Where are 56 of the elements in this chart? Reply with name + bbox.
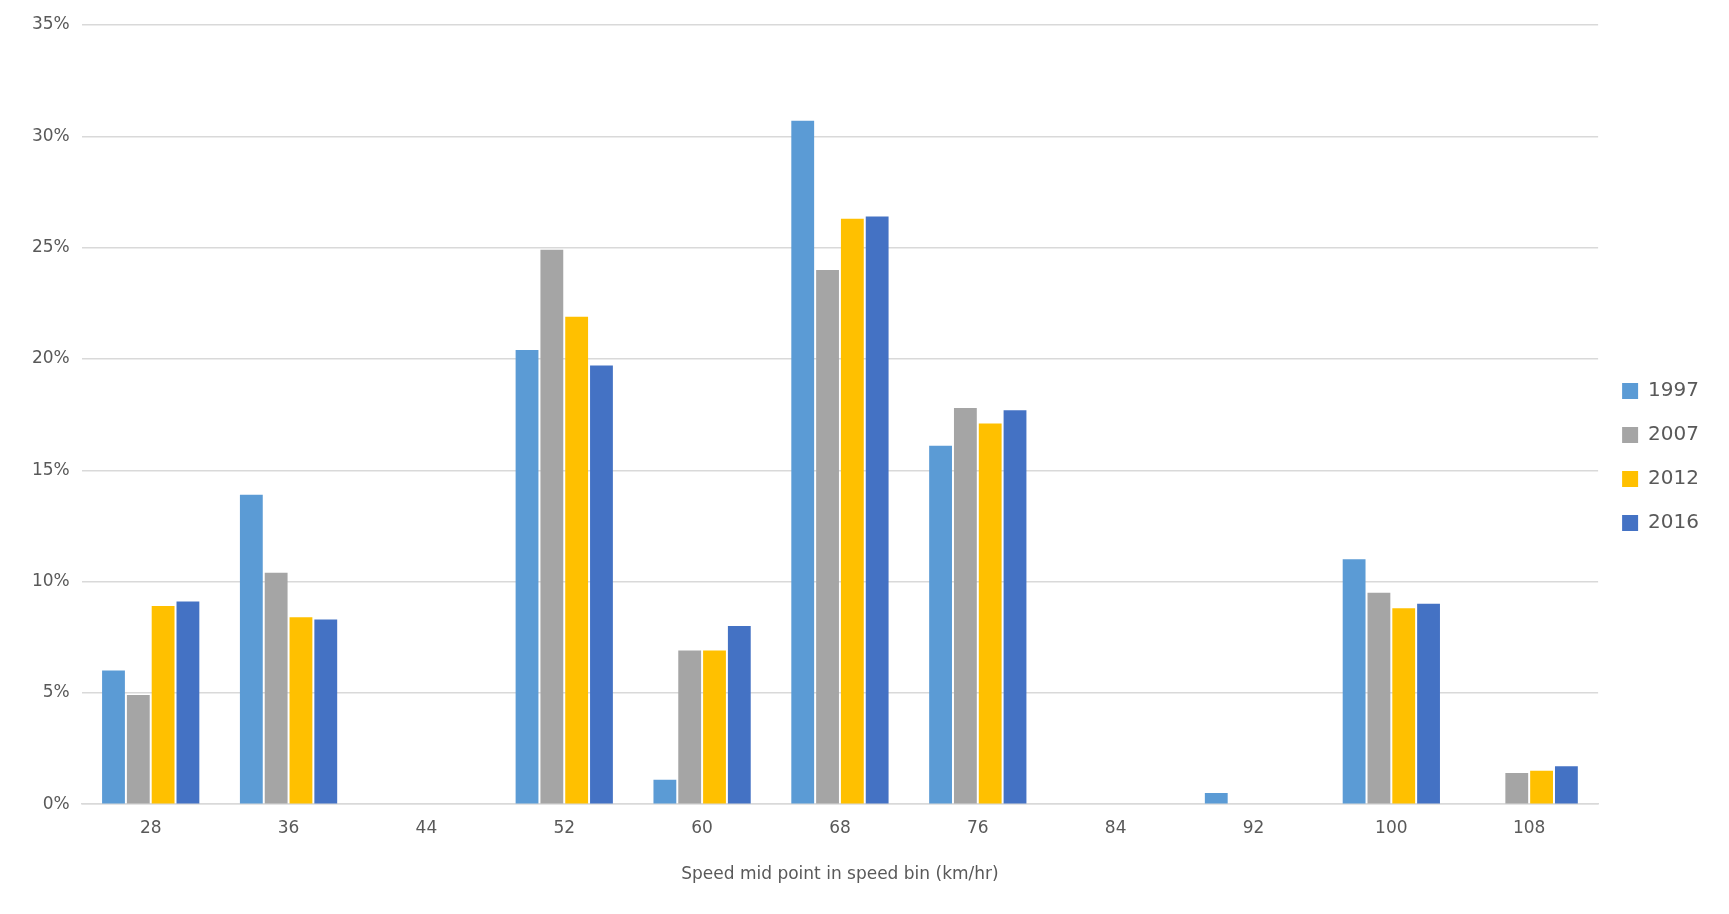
x-tick-label: 108 [1512,816,1546,837]
bar [1367,592,1391,804]
bar [978,423,1002,804]
y-tick-label: 35% [31,13,70,34]
bar [1554,766,1578,804]
legend-label: 2012 [1648,465,1700,490]
bar [791,120,815,804]
x-tick-label: 36 [277,816,300,837]
bar [816,269,839,804]
legend-label: 1997 [1648,377,1700,402]
bar [1342,559,1366,804]
bar [703,650,726,804]
bar [653,779,677,804]
bar [1392,608,1416,804]
x-tick-label: 52 [553,816,576,837]
x-tick-label: 76 [966,816,989,837]
legend-label: 2016 [1648,509,1700,534]
x-tick-label: 68 [829,816,851,837]
bar [590,365,613,804]
bar [289,617,313,804]
bar [515,350,539,804]
bar [1204,793,1228,804]
bar [1505,773,1529,804]
bar [953,407,977,804]
bar [239,494,263,804]
x-tick-label: 60 [691,816,713,837]
y-tick-label: 30% [31,124,70,145]
bar [540,249,564,804]
bar [176,601,200,804]
bar [865,216,889,804]
bar [1530,770,1553,804]
y-tick-label: 20% [31,347,70,368]
x-axis-title: Speed mid point in speed bin (km/hr) [681,863,999,884]
bar [126,695,150,804]
bar [102,670,125,804]
y-tick-label: 5% [42,681,70,702]
bar [840,218,864,804]
bar [1417,603,1440,804]
y-tick-label: 0% [42,792,70,813]
x-tick-label: 92 [1242,816,1265,837]
y-tick-label: 25% [31,236,70,257]
bar [727,626,751,804]
bar [314,619,338,804]
legend-label: 2007 [1648,421,1700,446]
bar [565,316,589,804]
y-tick-label: 15% [31,458,70,479]
bar [929,445,952,804]
x-tick-label: 28 [139,816,162,837]
x-tick-label: 44 [415,816,438,837]
bar [264,572,288,804]
bar [678,650,702,804]
y-tick-label: 10% [31,569,70,590]
bar [151,606,175,804]
x-tick-label: 84 [1104,816,1127,837]
bar [1003,410,1027,804]
x-tick-label: 100 [1375,816,1408,837]
